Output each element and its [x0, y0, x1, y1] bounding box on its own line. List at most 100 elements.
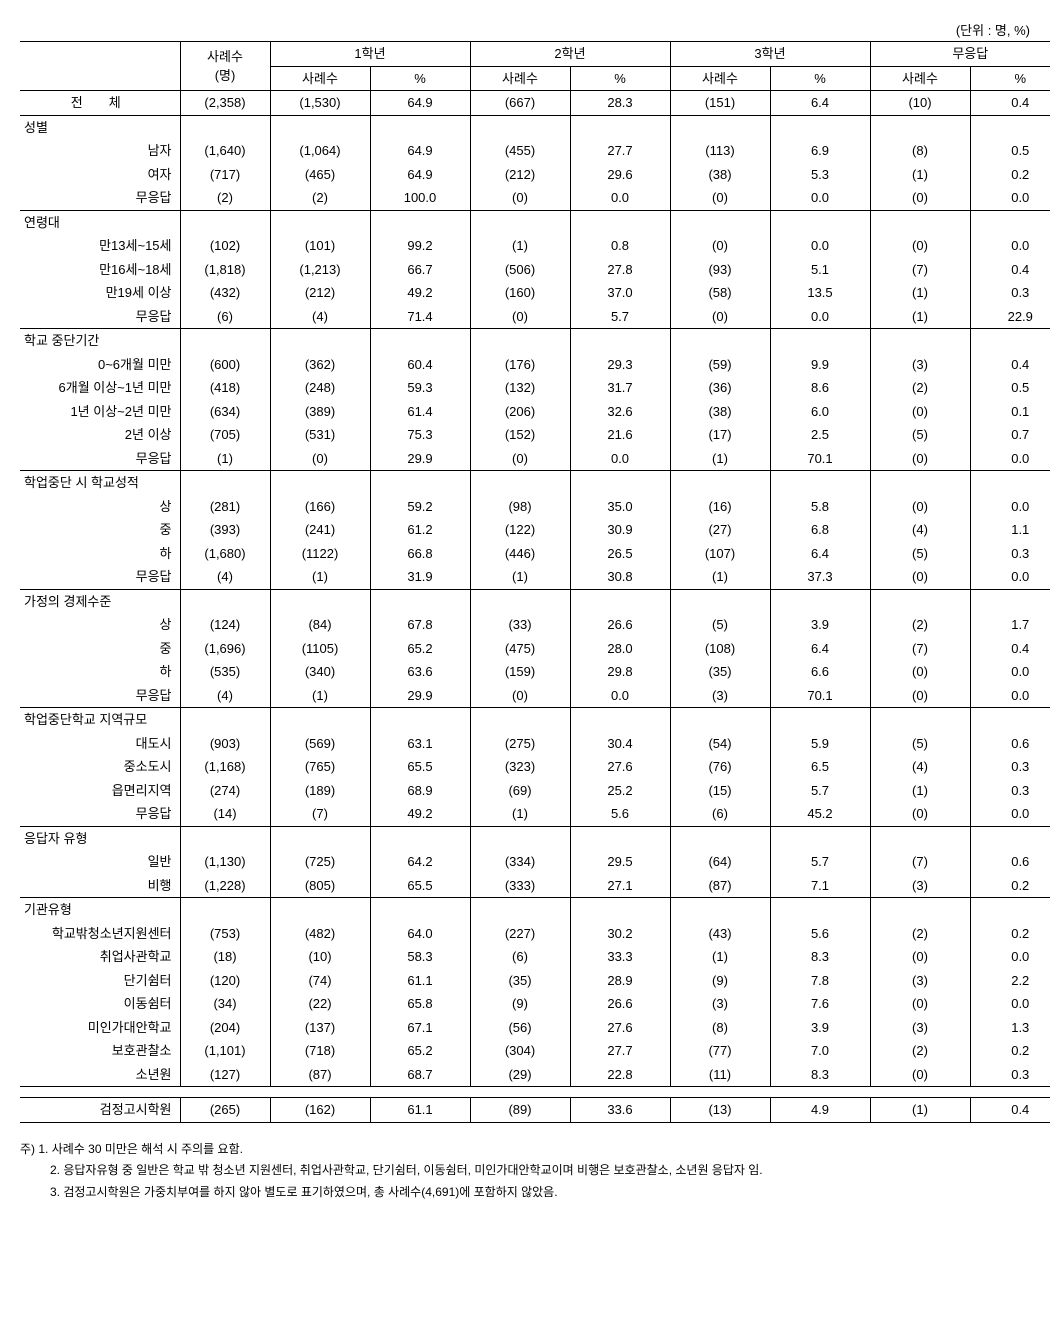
- section-title: 학교 중단기간: [20, 329, 180, 353]
- row-c1p: 29.9: [370, 447, 470, 471]
- row-c3n: (16): [670, 495, 770, 519]
- blank: [470, 471, 570, 495]
- row-c1n: (4): [270, 305, 370, 329]
- table-row: 무응답(1)(0)29.9(0)0.0(1)70.1(0)0.0: [20, 447, 1050, 471]
- row-c1p: 68.7: [370, 1063, 470, 1087]
- row-c2p: 35.0: [570, 495, 670, 519]
- footnote-1: 주) 1. 사례수 30 미만은 해석 시 주의를 요함.: [20, 1139, 1030, 1161]
- table-row: 중(393)(241)61.2(122)30.9(27)6.8(4)1.1: [20, 518, 1050, 542]
- row-c2p: 29.8: [570, 660, 670, 684]
- row-c4p: 22.9: [970, 305, 1050, 329]
- blank: [270, 826, 370, 850]
- row-label: 읍면리지역: [20, 779, 180, 803]
- blank: [870, 471, 970, 495]
- row-c3p: 5.7: [770, 850, 870, 874]
- table-body: 전체(2,358)(1,530)64.9(667)28.3(151)6.4(10…: [20, 91, 1050, 1123]
- header-sub-n-0: 사례수: [270, 66, 370, 91]
- row-c4n: (0): [870, 684, 970, 708]
- row-c3n: (151): [670, 91, 770, 116]
- row-c2p: 26.6: [570, 613, 670, 637]
- table-row: 중소도시(1,168)(765)65.5(323)27.6(76)6.5(4)0…: [20, 755, 1050, 779]
- blank: [970, 708, 1050, 732]
- row-c4p: 0.3: [970, 755, 1050, 779]
- blank: [970, 589, 1050, 613]
- row-c2n: (667): [470, 91, 570, 116]
- row-c4p: 0.7: [970, 423, 1050, 447]
- section-header: 연령대: [20, 210, 1050, 234]
- table-row: 보호관찰소(1,101)(718)65.2(304)27.7(77)7.0(2)…: [20, 1039, 1050, 1063]
- row-c3p: 70.1: [770, 684, 870, 708]
- table-row: 0~6개월 미만(600)(362)60.4(176)29.3(59)9.9(3…: [20, 353, 1050, 377]
- section-header: 응답자 유형: [20, 826, 1050, 850]
- blank: [670, 708, 770, 732]
- header-sub-n-1: 사례수: [470, 66, 570, 91]
- blank: [670, 210, 770, 234]
- row-c3n: (27): [670, 518, 770, 542]
- row-c4n: (4): [870, 518, 970, 542]
- row-c3p: 3.9: [770, 613, 870, 637]
- blank: [770, 708, 870, 732]
- blank: [270, 898, 370, 922]
- final-row: 검정고시학원(265)(162)61.1(89)33.6(13)4.9(1)0.…: [20, 1098, 1050, 1123]
- row-c2p: 37.0: [570, 281, 670, 305]
- row-c2p: 27.7: [570, 1039, 670, 1063]
- row-count: (4): [180, 565, 270, 589]
- blank: [470, 210, 570, 234]
- row-c3n: (76): [670, 755, 770, 779]
- row-c4p: 0.0: [970, 186, 1050, 210]
- table-row: 무응답(4)(1)31.9(1)30.8(1)37.3(0)0.0: [20, 565, 1050, 589]
- row-c3p: 5.1: [770, 258, 870, 282]
- row-c1p: 61.1: [370, 1098, 470, 1123]
- blank: [370, 589, 470, 613]
- row-c1n: (87): [270, 1063, 370, 1087]
- row-c3n: (43): [670, 922, 770, 946]
- header-blank: [20, 42, 180, 91]
- row-c3p: 8.3: [770, 1063, 870, 1087]
- row-label: 6개월 이상~1년 미만: [20, 376, 180, 400]
- row-c3p: 7.6: [770, 992, 870, 1016]
- row-label: 대도시: [20, 732, 180, 756]
- row-c1p: 75.3: [370, 423, 470, 447]
- row-c3n: (9): [670, 969, 770, 993]
- row-c4p: 0.2: [970, 874, 1050, 898]
- row-c1n: (22): [270, 992, 370, 1016]
- row-c4p: 1.7: [970, 613, 1050, 637]
- row-c2p: 29.5: [570, 850, 670, 874]
- row-c4n: (0): [870, 186, 970, 210]
- row-c4n: (2): [870, 376, 970, 400]
- row-c4p: 0.3: [970, 779, 1050, 803]
- blank: [770, 210, 870, 234]
- row-c3p: 7.0: [770, 1039, 870, 1063]
- blank: [770, 115, 870, 139]
- row-c4n: (0): [870, 495, 970, 519]
- row-c2p: 27.1: [570, 874, 670, 898]
- row-c2p: 27.6: [570, 755, 670, 779]
- row-label: 전체: [20, 91, 180, 116]
- row-c1n: (10): [270, 945, 370, 969]
- blank: [870, 329, 970, 353]
- blank: [470, 329, 570, 353]
- blank: [180, 898, 270, 922]
- row-c4n: (0): [870, 234, 970, 258]
- row-c4n: (0): [870, 447, 970, 471]
- row-c3p: 5.8: [770, 495, 870, 519]
- row-label: 무응답: [20, 186, 180, 210]
- row-c1p: 59.3: [370, 376, 470, 400]
- table-row: 6개월 이상~1년 미만(418)(248)59.3(132)31.7(36)8…: [20, 376, 1050, 400]
- blank: [180, 210, 270, 234]
- row-c3p: 6.5: [770, 755, 870, 779]
- row-label: 무응답: [20, 565, 180, 589]
- row-c1p: 49.2: [370, 281, 470, 305]
- blank: [370, 329, 470, 353]
- row-c3n: (87): [670, 874, 770, 898]
- row-count: (204): [180, 1016, 270, 1040]
- row-count: (2): [180, 186, 270, 210]
- blank: [870, 898, 970, 922]
- total-row: 전체(2,358)(1,530)64.9(667)28.3(151)6.4(10…: [20, 91, 1050, 116]
- blank: [770, 329, 870, 353]
- blank: [770, 898, 870, 922]
- row-c1p: 49.2: [370, 802, 470, 826]
- data-table: 사례수 (명) 1학년 2학년 3학년 무응답 사례수 % 사례수 % 사례수 …: [20, 41, 1050, 1123]
- row-c1p: 65.2: [370, 1039, 470, 1063]
- blank: [470, 898, 570, 922]
